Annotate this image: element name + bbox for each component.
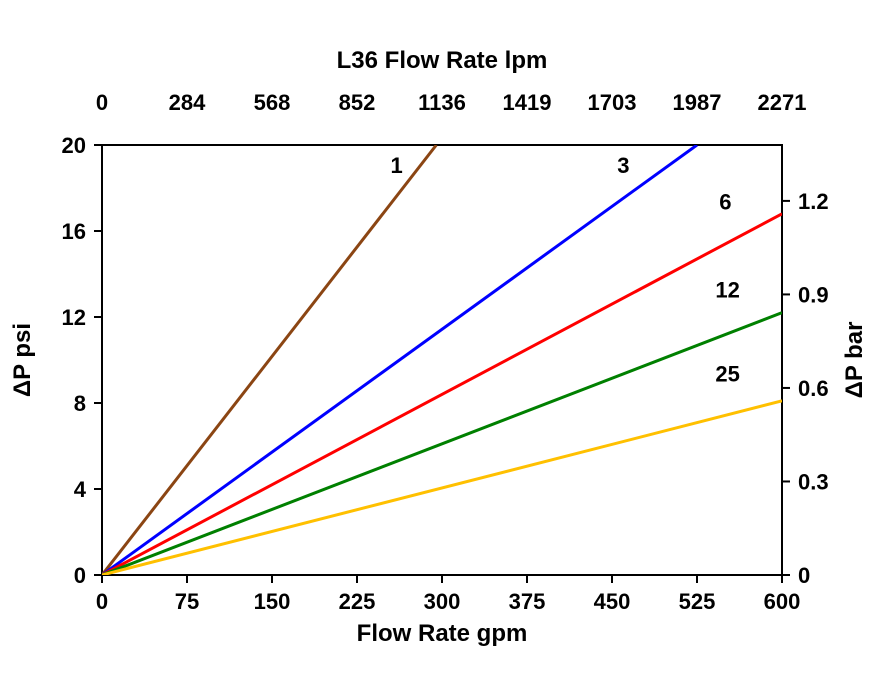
series-line-3 (102, 145, 697, 575)
top-tick-label: 1136 (418, 90, 466, 115)
left-tick-label: 0 (74, 563, 86, 588)
left-tick-label: 12 (62, 305, 86, 330)
chart-container: { "chart": { "type": "line", "title": "L… (0, 0, 884, 684)
series-line-25 (102, 401, 782, 575)
bottom-tick-label: 225 (339, 589, 376, 614)
series-line-6 (102, 214, 782, 575)
left-axis-label: ΔP psi (9, 323, 36, 397)
bottom-axis-label: Flow Rate gpm (357, 620, 528, 647)
top-tick-label: 2271 (758, 90, 807, 115)
bottom-tick-label: 600 (764, 589, 801, 614)
left-tick-label: 20 (62, 133, 86, 158)
series-label-25: 25 (715, 362, 739, 387)
chart-svg: L36 Flow Rate lpm 0 284 568 852 1136 1419 1703 1… (0, 0, 884, 684)
right-tick-label: 0.6 (798, 376, 829, 401)
bottom-tick-label: 300 (424, 589, 461, 614)
top-tick-label: 568 (254, 90, 291, 115)
right-tick-label: 1.2 (798, 189, 829, 214)
bottom-tick-label: 150 (254, 589, 291, 614)
bottom-tick-label: 0 (96, 589, 108, 614)
right-axis-label: ΔP bar (841, 322, 868, 399)
bottom-tick-label: 450 (594, 589, 631, 614)
plot-border (102, 145, 782, 575)
left-tick-label: 4 (74, 477, 87, 502)
series-label-3: 3 (617, 153, 629, 178)
series-label-12: 12 (715, 278, 739, 303)
right-tick-label: 0.9 (798, 282, 829, 307)
top-tick-label: 852 (339, 90, 376, 115)
right-tick-label: 0.3 (798, 469, 829, 494)
top-axis-title: L36 Flow Rate lpm (337, 47, 548, 74)
bottom-tick-label: 525 (679, 589, 716, 614)
series-label-1: 1 (391, 153, 403, 178)
top-tick-label: 1987 (673, 90, 722, 115)
right-tick-label: 0 (798, 563, 810, 588)
bottom-tick-label: 75 (175, 589, 199, 614)
left-tick-label: 8 (74, 391, 86, 416)
top-tick-label: 1703 (588, 90, 637, 115)
series-label-6: 6 (719, 190, 731, 215)
top-tick-label: 284 (169, 90, 206, 115)
bottom-tick-label: 375 (509, 589, 546, 614)
top-tick-label: 0 (96, 90, 108, 115)
left-tick-label: 16 (62, 219, 86, 244)
top-tick-label: 1419 (503, 90, 552, 115)
